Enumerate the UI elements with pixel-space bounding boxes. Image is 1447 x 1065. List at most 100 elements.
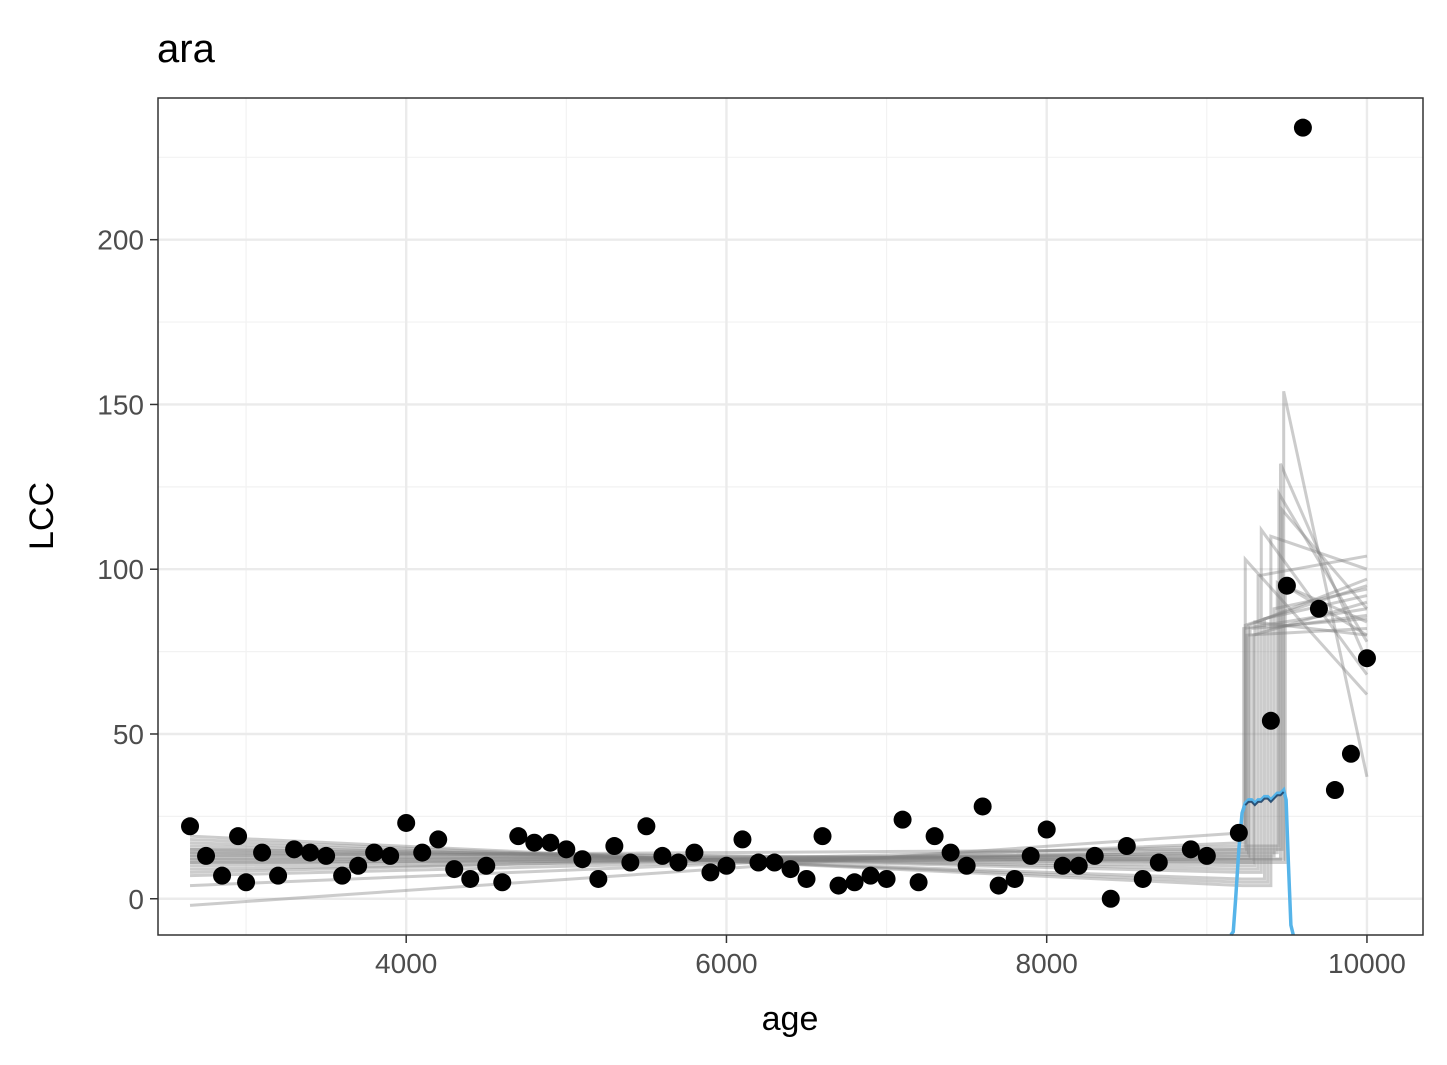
data-point: [637, 817, 656, 836]
data-point: [749, 853, 768, 872]
data-point: [765, 853, 784, 872]
y-tick-label: 200: [97, 225, 144, 256]
data-point: [845, 873, 864, 892]
regime-fit-line: [190, 583, 1368, 865]
data-point: [781, 860, 800, 879]
regime-fit-line: [189, 525, 1369, 874]
data-point: [925, 827, 944, 846]
data-point: [253, 843, 272, 862]
panel-background: [158, 98, 1423, 935]
chart-title: ara: [157, 27, 216, 71]
data-point: [589, 869, 608, 888]
data-point: [1101, 889, 1120, 908]
data-point: [1021, 846, 1040, 865]
data-point: [733, 830, 752, 849]
data-point: [1133, 869, 1152, 888]
data-point: [381, 846, 400, 865]
data-point: [477, 856, 496, 875]
regime-fit-line: [189, 555, 1369, 888]
data-point: [1325, 781, 1344, 800]
y-tick-label: 150: [97, 389, 144, 420]
data-point: [621, 853, 640, 872]
data-point: [573, 850, 592, 869]
data-point: [285, 840, 304, 859]
data-point: [1357, 649, 1376, 668]
regime-fit-line: [190, 505, 1369, 858]
data-point: [1341, 744, 1360, 763]
data-point: [1149, 853, 1168, 872]
data-point: [973, 797, 992, 816]
data-point: [1181, 840, 1200, 859]
data-point: [685, 843, 704, 862]
regime-fit-line: [189, 584, 1368, 878]
data-point: [333, 866, 352, 885]
regime-fit-line: [189, 554, 1368, 871]
grid-minor: [158, 98, 1423, 935]
data-point: [829, 876, 848, 895]
data-point: [1261, 711, 1280, 730]
regime-fit-line: [189, 534, 1368, 888]
data-points: [181, 118, 1376, 908]
data-point: [717, 856, 736, 875]
data-point: [701, 863, 720, 882]
data-point: [525, 833, 544, 852]
y-tick-label: 50: [113, 719, 144, 750]
data-point: [1053, 856, 1072, 875]
data-point: [1197, 846, 1216, 865]
data-point: [989, 876, 1008, 895]
data-point: [877, 869, 896, 888]
data-point: [301, 843, 320, 862]
data-point: [1037, 820, 1056, 839]
x-tick-label: 6000: [695, 948, 757, 979]
regime-fit-line: [190, 627, 1368, 871]
data-point: [493, 873, 512, 892]
data-point: [541, 833, 560, 852]
data-point: [445, 860, 464, 879]
data-point: [1293, 118, 1312, 137]
data-point: [1309, 599, 1328, 618]
y-axis: 0 50 100 150 200: [97, 225, 158, 915]
y-tick-label: 100: [97, 554, 144, 585]
data-point: [213, 866, 232, 885]
regime-fit-line: [189, 487, 1369, 874]
data-point: [797, 869, 816, 888]
data-point: [1085, 846, 1104, 865]
regime-fit-line: [190, 587, 1368, 861]
panel-border: [157, 97, 1424, 936]
data-point: [1069, 856, 1088, 875]
x-axis: 4000 6000 8000 10000: [375, 935, 1406, 979]
regime-fit-line: [190, 617, 1368, 861]
data-point: [269, 866, 288, 885]
x-axis-title: age: [762, 1000, 819, 1038]
regime-fit-line: [189, 613, 1368, 884]
data-point: [941, 843, 960, 862]
regime-fit-line: [189, 594, 1368, 881]
y-tick-label: 0: [128, 884, 144, 915]
y-axis-title: LCC: [23, 482, 61, 550]
plot-panel: [157, 97, 1424, 937]
data-point: [181, 817, 200, 836]
data-point: [893, 810, 912, 829]
grid-major: [158, 98, 1423, 935]
regime-fit-line: [190, 390, 1369, 865]
data-point: [197, 846, 216, 865]
data-point: [669, 853, 688, 872]
regime-fit-line: [190, 580, 1368, 868]
data-point: [365, 843, 384, 862]
data-point: [229, 827, 248, 846]
data-point: [237, 873, 256, 892]
data-point: [461, 869, 480, 888]
data-point: [653, 846, 672, 865]
data-point: [509, 827, 528, 846]
regime-fit-line: [190, 463, 1369, 861]
regime-fit-line: [190, 577, 1368, 865]
regime-fit-line: [190, 620, 1368, 868]
data-point: [909, 873, 928, 892]
x-tick-label: 10000: [1328, 948, 1406, 979]
data-point: [1117, 837, 1136, 856]
x-tick-label: 8000: [1016, 948, 1078, 979]
data-point: [429, 830, 448, 849]
data-point: [1277, 576, 1296, 595]
data-point: [605, 837, 624, 856]
